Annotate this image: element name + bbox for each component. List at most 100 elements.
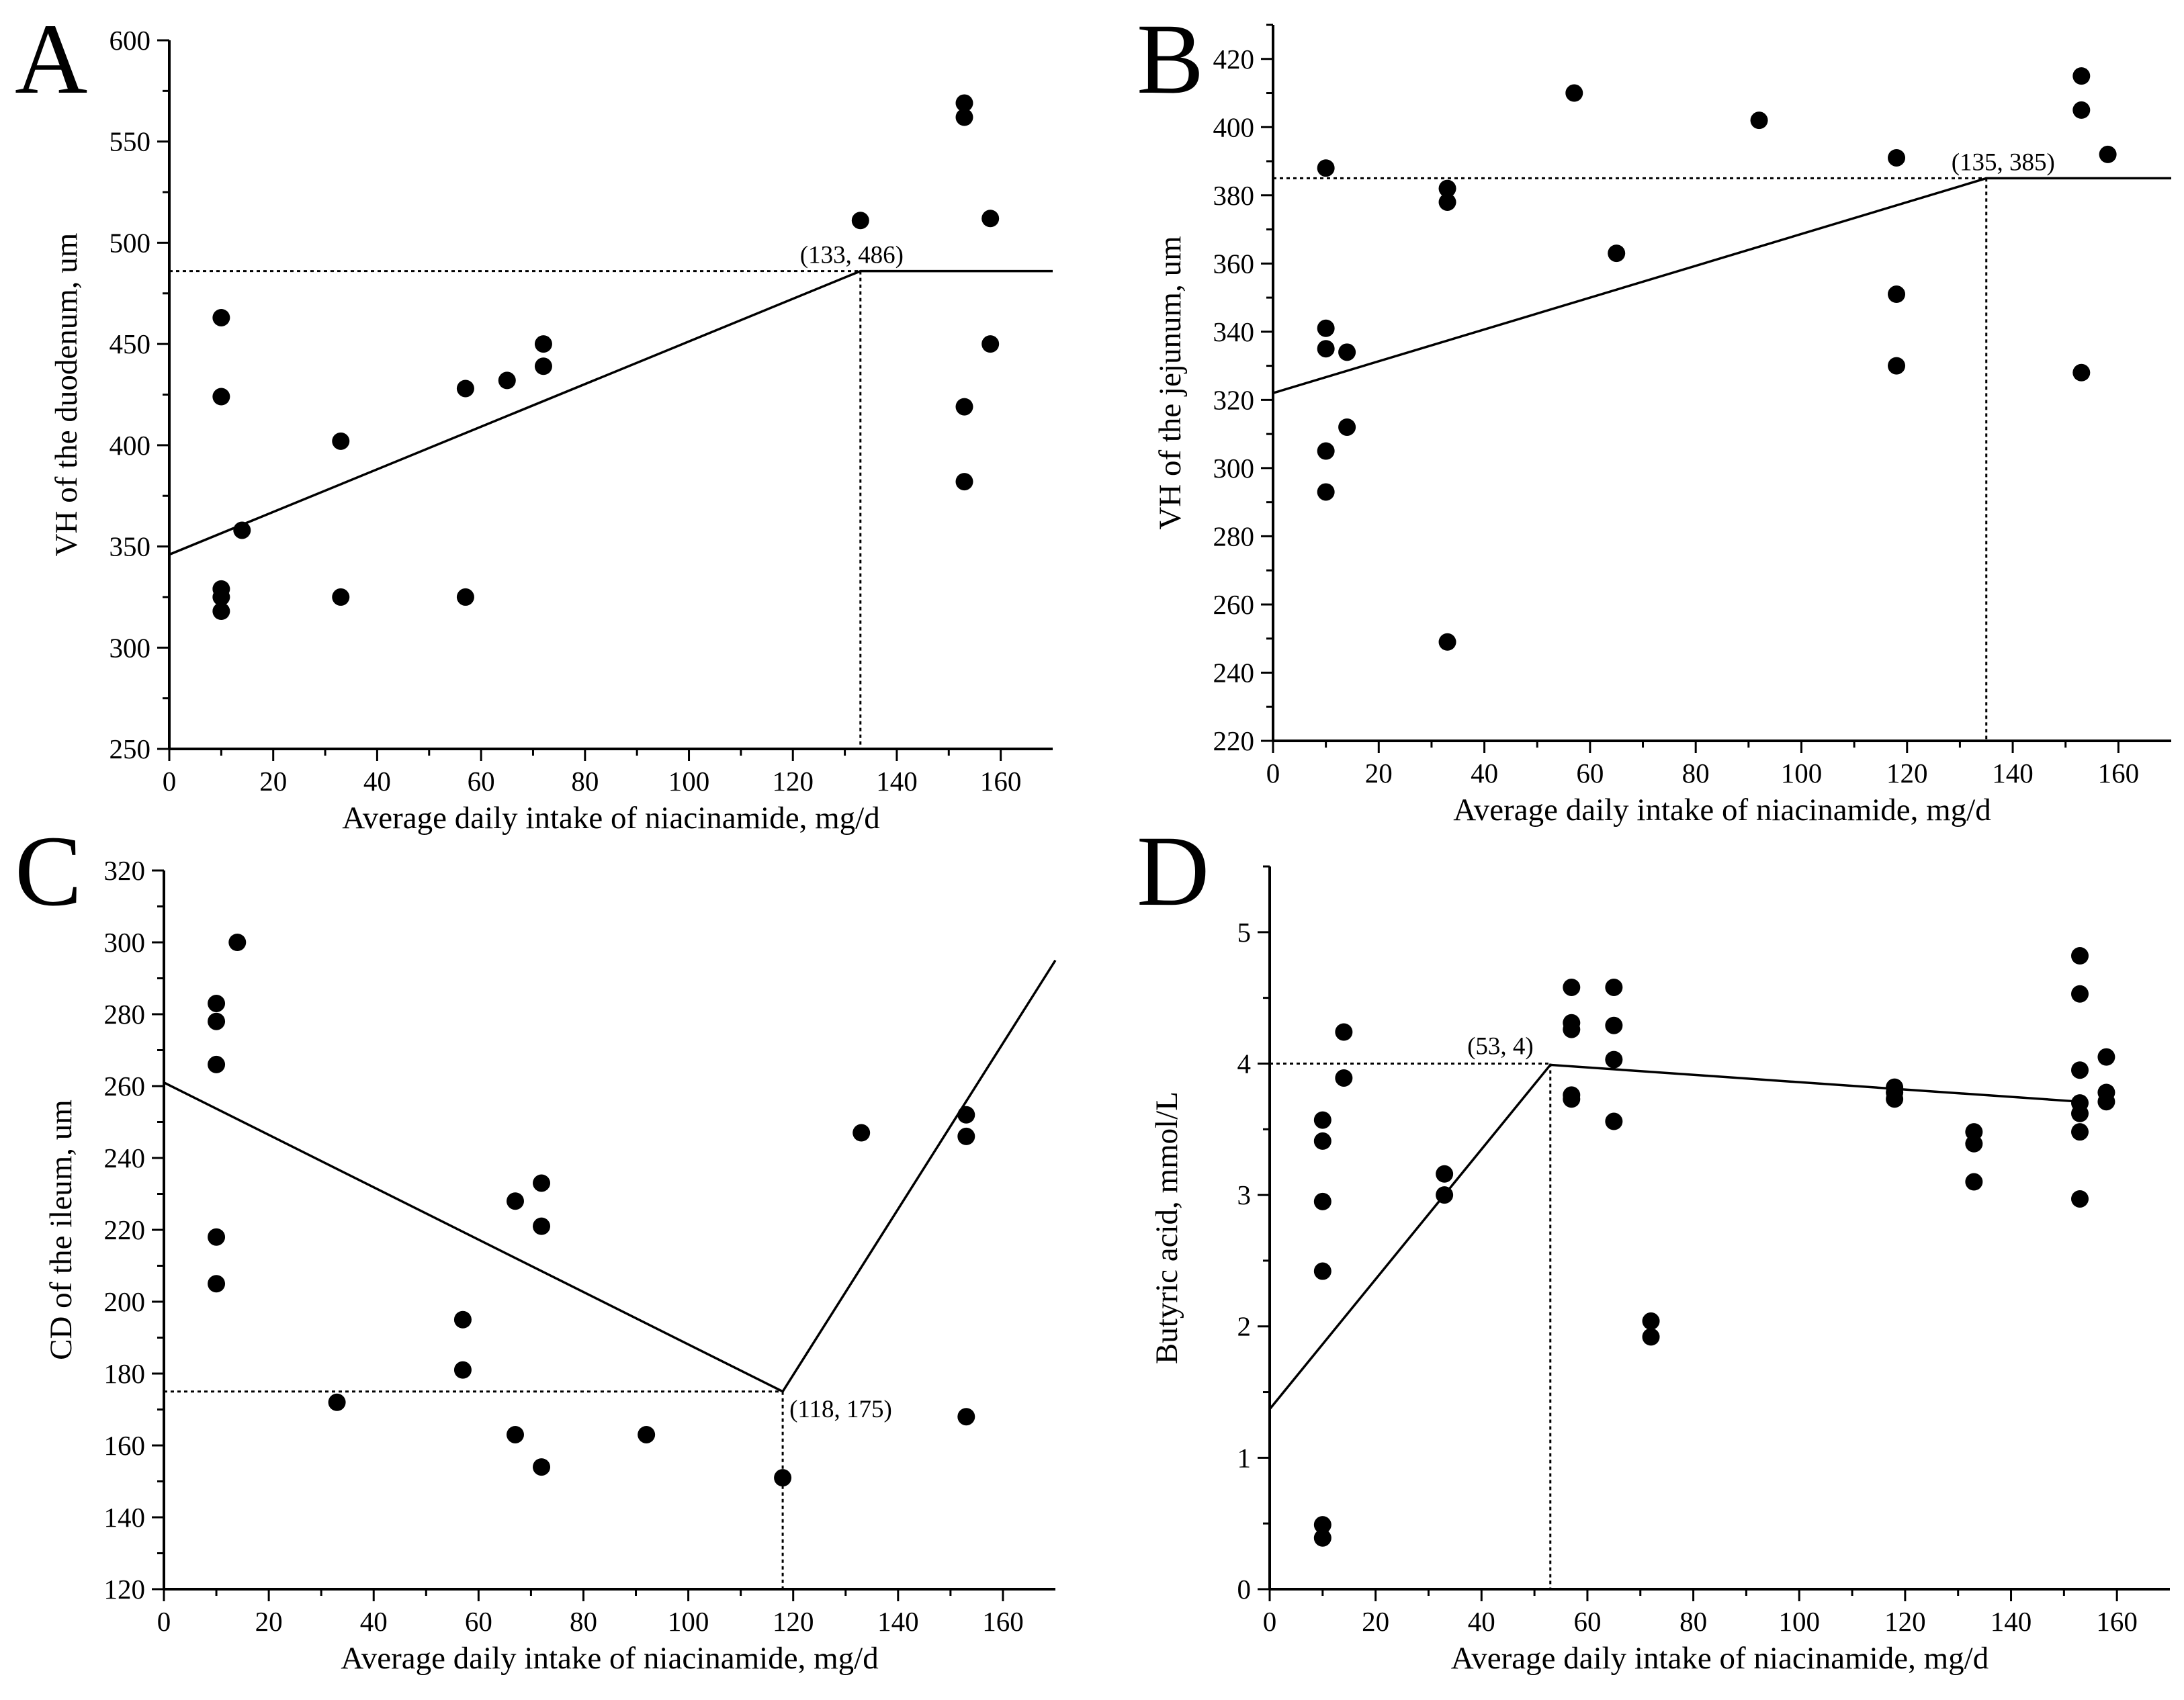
panel-c-x-tick-label: 20 [255, 1606, 283, 1637]
panel-b-y-tick-label: 420 [1213, 44, 1255, 75]
panel-b-y-tick-label: 360 [1213, 248, 1255, 279]
panel-d-data-point [2071, 1061, 2089, 1079]
panel-d-data-point [1886, 1090, 1904, 1108]
panel-a-data-point [456, 588, 474, 606]
panel-a-chart: A 0 20 40 60 80 100 120 140 160 250 300 350 400 450 50… [15, 3, 1053, 836]
panel-a-x-axis-label: Average daily intake of niacinamide, mg/… [342, 801, 879, 836]
panel-a-x-tick-label: 0 [163, 766, 177, 797]
panel-d-data-point [2097, 1048, 2115, 1066]
panel-c-data-point [638, 1425, 656, 1443]
panel-d-data-point [1563, 978, 1581, 996]
panel-a-data-point [534, 335, 552, 353]
panel-a-data-point [212, 602, 230, 621]
panel-b-y-tick-label: 280 [1213, 521, 1255, 551]
panel-c-letter: C [15, 815, 82, 927]
panel-c-x-tick-label: 120 [773, 1606, 814, 1637]
panel-b-y-tick-label: 300 [1213, 453, 1255, 484]
panel-d-data-point [1605, 1050, 1623, 1069]
panel-c-x-tick-label: 40 [360, 1606, 388, 1637]
panel-b-data-point [1317, 340, 1335, 358]
panel-c-y-tick-label: 260 [104, 1071, 146, 1102]
panel-b-data-point [1888, 285, 1906, 304]
panel-b-y-tick-label: 240 [1213, 657, 1255, 688]
panel-a-data-point [212, 388, 230, 406]
panel-b-data-point [1888, 148, 1906, 167]
panel-c-y-tick-label: 160 [104, 1430, 146, 1461]
panel-c-y-tick-label: 180 [104, 1358, 146, 1389]
panel-a-y-tick-label: 350 [110, 531, 151, 562]
panel-c-y-tick-label: 280 [104, 999, 146, 1030]
panel-a-data-point [955, 108, 973, 126]
panel-d-data-point [1313, 1132, 1331, 1150]
panel-d-data-point [2071, 1104, 2089, 1122]
panel-c-chart: C 0 20 40 60 80 100 120 140 160 120 140 160 180 200 22… [15, 815, 1057, 1676]
panel-c-x-tick-label: 60 [465, 1606, 492, 1637]
panel-a-x-tick-label: 140 [876, 766, 918, 797]
panel-d-chart: D 0 20 40 60 80 100 120 140 160 0 1 2 3 4 5 Average dai… [1137, 815, 2170, 1676]
panel-a-fit-line [169, 269, 1053, 556]
panel-a-x-tick-label: 40 [363, 766, 391, 797]
panel-b-x-tick-label: 20 [1365, 758, 1393, 789]
panel-a-y-tick-label: 250 [110, 733, 151, 764]
panel-d-x-axis-label: Average daily intake of niacinamide, mg/… [1451, 1641, 1989, 1676]
panel-a-x-tick-label: 60 [468, 766, 495, 797]
panel-c-y-tick-label: 240 [104, 1143, 146, 1173]
panel-b-data-point [2072, 101, 2091, 119]
panel-d-x-tick-label: 100 [1778, 1606, 1820, 1637]
panel-b-data-point [1338, 418, 1356, 436]
panel-a-y-tick-label: 400 [110, 430, 151, 461]
panel-d-x-tick-label: 40 [1468, 1606, 1495, 1637]
panel-a-data-point [332, 588, 350, 606]
panel-b-data-point [1888, 357, 1906, 375]
panel-a-data-point [981, 210, 1000, 228]
panel-d-x-tick-label: 60 [1573, 1606, 1601, 1637]
panel-c-data-point [957, 1408, 975, 1426]
panel-d-data-point [1313, 1262, 1331, 1280]
panel-b-data-point [1438, 179, 1456, 197]
panel-a-breakpoint-label: (133, 486) [800, 242, 904, 269]
panel-c-data-point [208, 1228, 226, 1246]
panel-b-x-tick-label: 60 [1576, 758, 1604, 789]
panel-a-data-point [498, 371, 516, 390]
panel-d-data-point [1605, 1016, 1623, 1034]
panel-a-y-tick-label: 550 [110, 126, 151, 157]
panel-b-x-tick-label: 100 [1781, 758, 1823, 789]
panel-a-data-point [534, 357, 552, 375]
panel-b-x-tick-label: 0 [1266, 758, 1280, 789]
panel-c-x-tick-label: 80 [570, 1606, 597, 1637]
panel-d-x-tick-label: 140 [1991, 1606, 2032, 1637]
panel-b-x-tick-label: 40 [1471, 758, 1498, 789]
panel-c-x-tick-label: 160 [982, 1606, 1024, 1637]
panel-c-data-point [506, 1425, 524, 1443]
panel-b-y-tick-label: 260 [1213, 589, 1255, 620]
panel-c-data-point [774, 1469, 792, 1487]
panel-c-data-point [208, 1275, 226, 1293]
panel-d-data-point [2071, 1123, 2089, 1141]
panel-c-data-point [453, 1361, 472, 1379]
panel-c-data-point [506, 1192, 524, 1210]
panel-d-breakpoint-label: (53, 4) [1467, 1032, 1534, 1060]
panel-b-x-tick-label: 160 [2098, 758, 2140, 789]
panel-c-y-tick-label: 300 [104, 927, 146, 958]
panel-d-data-point [1605, 1112, 1623, 1130]
panel-d-data-point [1642, 1312, 1660, 1330]
panel-d-x-tick-label: 80 [1679, 1606, 1707, 1637]
panel-c-data-point [208, 1012, 226, 1030]
panel-b-y-axis-label: VH of the jejunum, um [1153, 236, 1188, 529]
panel-b-data-point [1565, 84, 1583, 102]
panel-a-data-point [233, 521, 251, 539]
panel-c-data-point [228, 934, 247, 951]
panel-a-data-point [981, 335, 1000, 353]
panel-c-data-point [957, 1106, 975, 1124]
panel-a-data-point [212, 308, 230, 326]
panel-c-y-axis-label: CD of the ileum, um [44, 1100, 79, 1360]
panel-a-y-tick-label: 450 [110, 328, 151, 359]
panel-d-data-point [1313, 1192, 1331, 1210]
panel-b-data-point [1317, 159, 1335, 177]
panel-d-x-tick-label: 160 [2096, 1606, 2138, 1637]
panel-a-y-tick-label: 300 [110, 632, 151, 663]
panel-d-data-point [1605, 978, 1623, 996]
panel-b-data-point [1750, 111, 1768, 130]
panel-c-y-tick-label: 140 [104, 1502, 146, 1533]
